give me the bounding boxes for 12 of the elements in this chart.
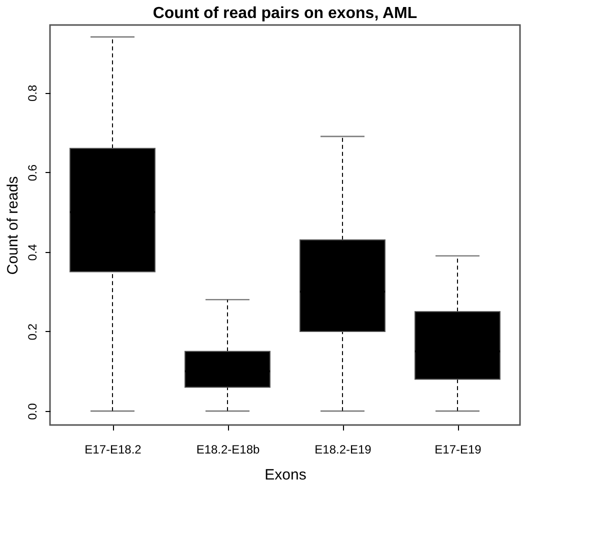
y-tick-label: 0.8 [26,84,40,102]
y-tick-label: 0.2 [26,323,40,340]
y-tick-label: 0.6 [26,164,40,182]
x-axis-title: Exons [264,466,306,484]
x-tick-label: E18.2-E19 [314,442,372,456]
x-tick-label: E17-E19 [434,442,482,456]
x-tick-label: E17-E18.2 [84,442,142,456]
x-tick-label: E18.2-E18b [196,442,260,456]
chart-title: Count of read pairs on exons, AML [152,5,418,22]
y-axis-title: Count of reads [4,176,22,275]
y-tick-label: 0.4 [26,244,40,261]
y-tick-label: 0.0 [26,402,40,420]
